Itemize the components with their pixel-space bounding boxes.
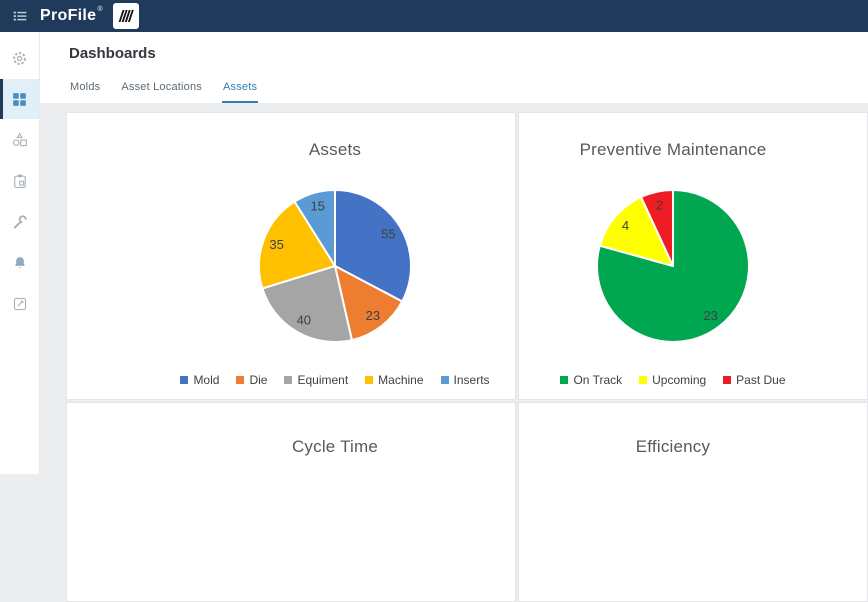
pie-data-label: 4 xyxy=(622,218,629,233)
legend-marker xyxy=(639,376,648,384)
tab-bar: Molds Asset Locations Assets xyxy=(69,81,259,103)
menu-list-icon xyxy=(13,11,27,21)
pie-data-label: 23 xyxy=(703,308,717,323)
top-bar: ProFile ® xyxy=(0,0,868,32)
pie-data-label: 15 xyxy=(310,199,324,214)
legend-marker xyxy=(440,376,449,384)
page-header: Dashboards Molds Asset Locations Assets xyxy=(40,32,868,103)
tab-molds[interactable]: Molds xyxy=(70,81,101,93)
assets-chart-legend: Mold Die Equiment Machine Inserts xyxy=(180,373,490,387)
legend-marker xyxy=(365,376,374,384)
preventive-maintenance-chart-card: Preventive Maintenance 23 4 2 On Track Upco… xyxy=(518,112,868,400)
legend-marker xyxy=(180,376,189,384)
pie-data-label: 23 xyxy=(366,308,380,323)
legend-item-inserts: Inserts xyxy=(440,373,490,387)
main-area: Dashboards Molds Asset Locations Assets … xyxy=(40,32,868,602)
legend-marker xyxy=(560,376,569,384)
legend-label: Mold xyxy=(193,373,220,387)
pie-slice-past-due xyxy=(640,189,674,268)
menu-button[interactable] xyxy=(0,0,40,32)
legend-label: Upcoming xyxy=(652,373,707,387)
tab-asset-locations[interactable]: Asset Locations xyxy=(121,81,202,93)
sidebar-nav xyxy=(0,32,40,474)
preventive-maintenance-pie-chart: 23 4 2 xyxy=(596,189,750,344)
pie-data-label: 40 xyxy=(297,313,311,328)
registered-mark: ® xyxy=(97,6,103,13)
brand-name: ProFile xyxy=(40,7,97,24)
pie-slice-die xyxy=(334,265,404,342)
legend-item-on-track: On Track xyxy=(560,373,622,387)
pie-slice-mold xyxy=(334,189,412,303)
page-title: Dashboards xyxy=(69,45,156,62)
cycle-time-chart-card: Cycle Time xyxy=(66,402,516,602)
sidebar-item-assets[interactable] xyxy=(0,120,39,160)
legend-marker xyxy=(284,376,293,384)
pie-data-label: 2 xyxy=(656,198,663,213)
chart-title-cycle-time: Cycle Time xyxy=(291,437,379,457)
gear-icon xyxy=(13,51,26,65)
pie-slice-inserts xyxy=(293,189,336,268)
legend-marker xyxy=(236,376,245,384)
sidebar-item-settings[interactable] xyxy=(0,38,39,78)
sidebar-item-dashboards[interactable] xyxy=(0,79,39,119)
assets-chart-card: Assets 55 23 40 35 15 Mold Die Equiment Machine… xyxy=(66,112,516,400)
pie-slice-on-track xyxy=(596,189,750,344)
wrench-icon xyxy=(13,215,27,229)
legend-marker xyxy=(723,376,732,384)
legend-label: Past Due xyxy=(736,373,786,387)
brand-logo: ProFile ® xyxy=(40,0,139,32)
legend-item-mold: Mold xyxy=(180,373,219,387)
pie-slice-upcoming xyxy=(598,196,674,268)
chart-row-bottom: Cycle Time Efficiency xyxy=(66,402,868,602)
legend-label: Die xyxy=(249,373,268,387)
pie-slice-equiment xyxy=(261,265,353,344)
bell-icon xyxy=(14,257,25,269)
pie-data-label: 55 xyxy=(381,227,395,242)
legend-item-die: Die xyxy=(236,373,267,387)
shapes-icon xyxy=(12,132,27,147)
sidebar-item-notifications[interactable] xyxy=(0,243,39,283)
chart-title-preventive-maintenance: Preventive Maintenance xyxy=(579,140,767,160)
preventive-maintenance-chart-legend: On Track Upcoming Past Due xyxy=(560,373,786,387)
brand-stripes-icon xyxy=(112,3,139,29)
pie-slice-machine xyxy=(258,200,336,290)
chart-row-top: Assets 55 23 40 35 15 Mold Die Equiment Machine… xyxy=(66,112,868,400)
legend-label: Machine xyxy=(378,373,424,387)
chart-title-assets: Assets xyxy=(308,140,362,160)
assets-pie-chart: 55 23 40 35 15 xyxy=(258,189,412,344)
legend-label: Equiment xyxy=(297,373,349,387)
sidebar-item-reports[interactable] xyxy=(0,284,39,324)
dashboard-grid-icon xyxy=(13,92,26,106)
report-icon xyxy=(13,297,26,311)
sidebar-item-maintenance[interactable] xyxy=(0,202,39,242)
dashboard-content: Assets 55 23 40 35 15 Mold Die Equiment Machine… xyxy=(40,103,868,602)
clipboard-icon xyxy=(13,174,26,188)
legend-item-past-due: Past Due xyxy=(723,373,786,387)
sidebar-item-work-orders[interactable] xyxy=(0,161,39,201)
tab-assets[interactable]: Assets xyxy=(222,81,259,103)
legend-item-upcoming: Upcoming xyxy=(639,373,706,387)
legend-label: Inserts xyxy=(453,373,490,387)
legend-label: On Track xyxy=(573,373,623,387)
pie-data-label: 35 xyxy=(269,237,283,252)
legend-item-equiment: Equiment xyxy=(284,373,348,387)
efficiency-chart-card: Efficiency xyxy=(518,402,868,602)
legend-item-machine: Machine xyxy=(365,373,424,387)
chart-title-efficiency: Efficiency xyxy=(635,437,711,457)
